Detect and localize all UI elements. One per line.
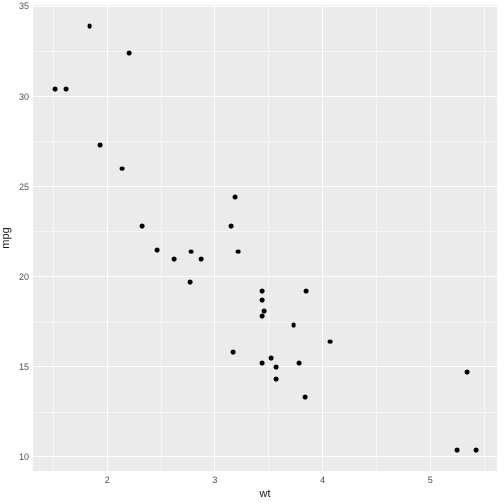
grid-line-major-x <box>107 5 108 471</box>
plot-panel <box>33 5 497 471</box>
data-point <box>304 289 309 294</box>
grid-line-major-y <box>33 96 497 97</box>
data-point <box>199 256 204 261</box>
grid-line-major-y <box>33 186 497 187</box>
y-tick-label: 25 <box>19 182 29 192</box>
data-point <box>139 224 144 229</box>
grid-line-major-x <box>214 5 215 471</box>
data-point <box>274 364 279 369</box>
data-point <box>274 377 279 382</box>
x-tick-label: 3 <box>212 475 217 485</box>
data-point <box>52 87 57 92</box>
grid-line-minor-y <box>33 51 497 52</box>
data-point <box>229 224 234 229</box>
data-point <box>259 361 264 366</box>
x-axis-title: wt <box>260 488 271 500</box>
data-point <box>303 395 308 400</box>
x-tick-label: 2 <box>105 475 110 485</box>
grid-line-major-y <box>33 456 497 457</box>
data-point <box>291 323 296 328</box>
data-point <box>126 51 131 56</box>
data-point <box>189 249 194 254</box>
data-point <box>260 314 265 319</box>
data-point <box>87 24 92 29</box>
grid-line-minor-x <box>268 5 269 471</box>
grid-line-major-y <box>33 276 497 277</box>
y-tick-label: 30 <box>19 92 29 102</box>
data-point <box>236 249 241 254</box>
x-tick-label: 4 <box>320 475 325 485</box>
data-point <box>262 309 267 314</box>
data-point <box>473 447 478 452</box>
data-point <box>172 256 177 261</box>
grid-line-major-y <box>33 366 497 367</box>
data-point <box>465 370 470 375</box>
grid-line-major-y <box>33 6 497 7</box>
data-point <box>269 355 274 360</box>
data-point <box>155 247 160 252</box>
data-point <box>120 166 125 171</box>
data-point <box>98 143 103 148</box>
grid-line-minor-y <box>33 322 497 323</box>
grid-line-minor-x <box>376 5 377 471</box>
grid-line-minor-x <box>484 5 485 471</box>
data-point <box>455 447 460 452</box>
y-axis-title: mpg <box>0 227 12 248</box>
grid-line-major-x <box>322 5 323 471</box>
data-point <box>297 361 302 366</box>
grid-line-minor-y <box>33 231 497 232</box>
data-point <box>260 289 265 294</box>
grid-line-minor-x <box>161 5 162 471</box>
y-tick-label: 20 <box>19 272 29 282</box>
data-point <box>188 280 193 285</box>
grid-line-minor-y <box>33 412 497 413</box>
y-tick-label: 35 <box>19 1 29 11</box>
y-tick-label: 10 <box>19 452 29 462</box>
data-point <box>328 339 333 344</box>
scatter-chart: mpg wt 2 3 4 5 10 15 20 25 30 35 <box>0 0 504 504</box>
data-point <box>233 195 238 200</box>
grid-line-minor-x <box>53 5 54 471</box>
grid-line-minor-y <box>33 141 497 142</box>
data-point <box>63 87 68 92</box>
grid-line-major-x <box>430 5 431 471</box>
x-tick-label: 5 <box>428 475 433 485</box>
data-point <box>231 350 236 355</box>
data-point <box>260 298 265 303</box>
y-tick-label: 15 <box>19 362 29 372</box>
